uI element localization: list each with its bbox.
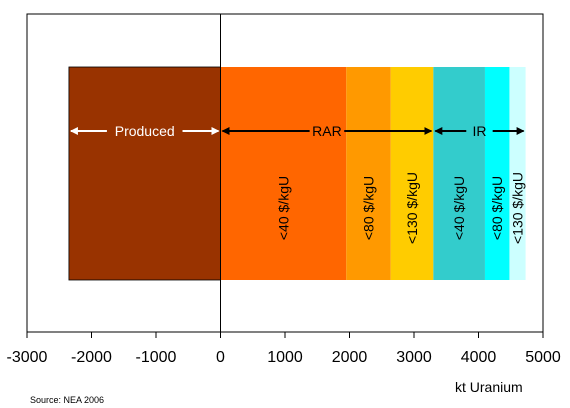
x-tick-label-2: -1000 bbox=[136, 349, 177, 366]
bar-segment-label-1: <40 $/kgU bbox=[275, 176, 291, 240]
x-axis-ticks: -3000 -2000 -1000 0 1000 2000 3000 4000 5000 bbox=[7, 332, 561, 366]
x-tick-label-4: 1000 bbox=[267, 349, 303, 366]
source-note: Source: NEA 2006 bbox=[30, 395, 104, 405]
x-tick-label-0: -3000 bbox=[7, 349, 48, 366]
x-tick-label-6: 3000 bbox=[396, 349, 432, 366]
span-label-2: IR bbox=[472, 123, 486, 139]
x-tick-label-3: 0 bbox=[216, 349, 225, 366]
span-label-1: RAR bbox=[312, 123, 342, 139]
x-tick-label-1: -2000 bbox=[71, 349, 112, 366]
bar-segment-label-2: <80 $/kgU bbox=[361, 176, 377, 240]
bar-segment-label-6: <130 $/kgU bbox=[510, 172, 526, 244]
bar-segment-label-3: <130 $/kgU bbox=[404, 172, 420, 244]
span-label-0: Produced bbox=[115, 123, 175, 139]
x-tick-label-5: 2000 bbox=[332, 349, 368, 366]
bar-segment-label-5: <80 $/kgU bbox=[489, 176, 505, 240]
bar-segment-1 bbox=[220, 67, 347, 280]
bar-segment-0 bbox=[68, 66, 221, 281]
bar-segments: <40 $/kgU <80 $/kgU <130 $/kgU <40 $/kgU <80… bbox=[68, 66, 526, 281]
bar-segment-2 bbox=[346, 67, 391, 280]
x-tick-label-8: 5000 bbox=[525, 349, 561, 366]
span-annotations: Produced RAR IR bbox=[69, 123, 525, 139]
bar-segment-4 bbox=[433, 67, 485, 280]
bar-segment-5 bbox=[484, 67, 510, 280]
bar-segment-label-4: <40 $/kgU bbox=[451, 176, 467, 240]
x-tick-label-7: 4000 bbox=[461, 349, 497, 366]
bar-segment-6 bbox=[509, 67, 526, 280]
bar-segment-3 bbox=[390, 67, 434, 280]
x-axis-label: kt Uranium bbox=[455, 379, 523, 395]
